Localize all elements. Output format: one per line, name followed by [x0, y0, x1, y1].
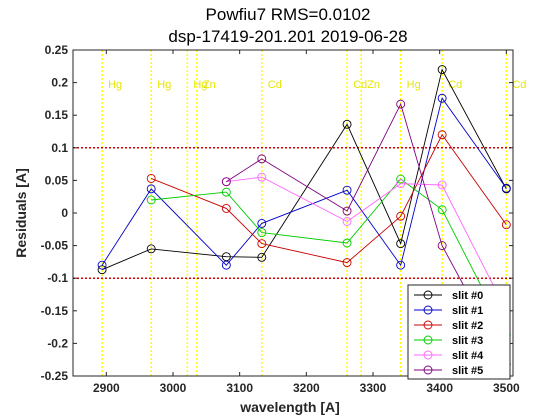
legend-label: slit #3	[452, 335, 483, 347]
data-point	[342, 119, 352, 129]
data-point	[257, 252, 267, 262]
spectral-line-label: Hg	[407, 79, 421, 91]
x-tick-label: 3200	[293, 381, 320, 395]
chart-title-line-1: Powfiu7 RMS=0.0102	[206, 5, 371, 24]
series-line	[101, 97, 507, 267]
data-point	[342, 217, 352, 226]
y-tick-label: -0.25	[41, 369, 69, 383]
legend-label: slit #2	[452, 320, 483, 332]
data-point	[221, 187, 231, 197]
data-point	[221, 260, 231, 270]
legend-label: slit #5	[452, 365, 483, 377]
legend-label: slit #0	[452, 290, 483, 302]
data-point	[396, 239, 406, 249]
x-axis-ticks: 2900 3000 3100 3200 3300 3400 3500	[93, 50, 520, 395]
data-point	[437, 180, 447, 190]
spectral-line-label: Hg	[108, 79, 122, 91]
legend-marker	[423, 350, 433, 360]
y-axis-ticks: -0.25 -0.2 -0.15 -0.1 -0.05 0 0.05 0.1 0.15 0.2 0.…	[41, 43, 513, 383]
y-tick-label: -0.05	[41, 239, 69, 253]
y-tick-label: 0	[61, 206, 68, 220]
data-point	[396, 174, 406, 184]
y-tick-label: 0.1	[51, 141, 68, 155]
data-point	[257, 154, 267, 164]
data-point	[221, 252, 231, 262]
data-point	[146, 195, 156, 205]
legend-label: slit #4	[452, 350, 484, 362]
data-point	[437, 205, 447, 215]
series-line	[226, 102, 507, 365]
spectral-line-label: Cd	[512, 79, 526, 91]
y-tick-label: -0.1	[47, 271, 68, 285]
legend-marker	[423, 320, 433, 330]
y-tick-label: 0.15	[45, 108, 69, 122]
data-point	[342, 206, 352, 216]
data-point	[257, 239, 267, 249]
chart-title-line-2: dsp-17419-201.201 2019-06-28	[168, 27, 407, 46]
data-point	[396, 260, 406, 270]
legend-marker	[423, 290, 433, 300]
series-line	[151, 178, 507, 336]
data-point	[257, 218, 267, 228]
data-point	[342, 258, 352, 268]
data-point	[342, 185, 352, 195]
series-line	[226, 176, 507, 312]
legend-label: slit #1	[452, 305, 483, 317]
spectral-line-label: Zn	[203, 79, 216, 91]
data-point	[257, 228, 267, 238]
data-point	[221, 177, 231, 187]
data-point	[221, 203, 231, 213]
y-axis-label: Residuals [A]	[13, 168, 29, 257]
y-tick-label: -0.15	[41, 304, 69, 318]
data-point	[437, 130, 447, 140]
threshold-lines-group	[73, 147, 513, 279]
spectral-line-label: Hg	[157, 79, 171, 91]
x-axis-label: wavelength [A]	[239, 399, 340, 415]
data-point	[97, 260, 107, 270]
x-tick-label: 3000	[160, 381, 187, 395]
x-tick-label: 3500	[493, 381, 520, 395]
x-tick-label: 3300	[360, 381, 387, 395]
data-point	[501, 183, 511, 193]
data-point	[146, 173, 156, 183]
y-tick-label: 0.05	[45, 173, 69, 187]
y-tick-label: -0.2	[47, 336, 68, 350]
spectral-line-label: Cd	[268, 79, 282, 91]
data-point	[396, 179, 406, 189]
x-tick-label: 3100	[226, 381, 253, 395]
legend-box	[407, 284, 511, 380]
data-point	[146, 244, 156, 254]
series-line	[151, 133, 507, 264]
data-point	[437, 241, 447, 251]
data-point	[396, 211, 406, 221]
series-line	[101, 68, 507, 271]
x-tick-label: 2900	[93, 381, 120, 395]
legend-marker	[423, 335, 433, 345]
data-point	[396, 99, 406, 109]
spectral-lines-group: HgHgHgZnCdCdZnHgCdCdCd	[101, 50, 526, 376]
legend-marker	[423, 305, 433, 315]
data-point	[437, 93, 447, 103]
data-point	[97, 265, 107, 275]
data-point	[146, 184, 156, 194]
legend: slit #0 slit #1 slit #2 slit #3 slit #4 slit …	[407, 284, 511, 380]
series-group	[97, 65, 511, 369]
y-tick-label: 0.2	[51, 76, 68, 90]
data-point	[501, 220, 511, 230]
data-point	[257, 172, 267, 182]
legend-marker	[423, 365, 433, 375]
data-point	[437, 65, 447, 75]
data-point	[342, 238, 352, 248]
spectral-line-label: Zn	[367, 79, 380, 91]
x-tick-label: 3400	[426, 381, 453, 395]
spectral-line-label: Cd	[353, 79, 367, 91]
y-tick-label: 0.25	[45, 43, 69, 57]
